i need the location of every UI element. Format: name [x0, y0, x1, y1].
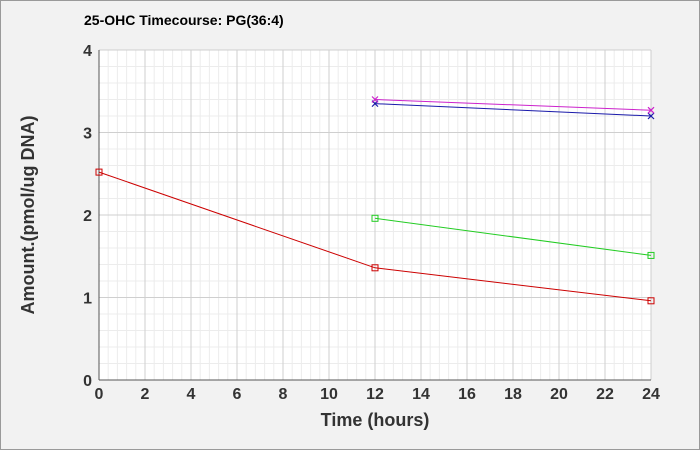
- x-tick-label: 18: [504, 386, 522, 403]
- x-tick-label: 14: [412, 386, 430, 403]
- x-axis-label: Time (hours): [321, 410, 430, 430]
- x-tick-labels: 0 2 4 6 8 10 12 14 16 18 20 22 24: [95, 386, 660, 403]
- x-tick-label: 20: [550, 386, 568, 403]
- x-tick-label: 22: [596, 386, 614, 403]
- x-tick-label: 2: [141, 386, 150, 403]
- x-tick-label: 10: [320, 386, 338, 403]
- y-axis-label: Amount.(pmol/ug DNA): [18, 116, 38, 315]
- x-tick-label: 12: [366, 386, 384, 403]
- y-tick-labels: 0 1 2 3 4: [83, 43, 92, 390]
- chart-title: 25-OHC Timecourse: PG(36:4): [84, 12, 284, 28]
- y-tick-label: 4: [83, 43, 92, 60]
- x-tick-label: 6: [233, 386, 242, 403]
- x-tick-label: 16: [458, 386, 476, 403]
- y-tick-label: 3: [83, 126, 92, 143]
- x-tick-label: 24: [642, 386, 660, 403]
- x-tick-label: 0: [95, 386, 104, 403]
- x-tick-label: 8: [279, 386, 288, 403]
- y-tick-label: 0: [83, 373, 92, 390]
- y-tick-label: 2: [83, 208, 92, 225]
- y-tick-label: 1: [83, 291, 92, 308]
- x-tick-label: 4: [187, 386, 196, 403]
